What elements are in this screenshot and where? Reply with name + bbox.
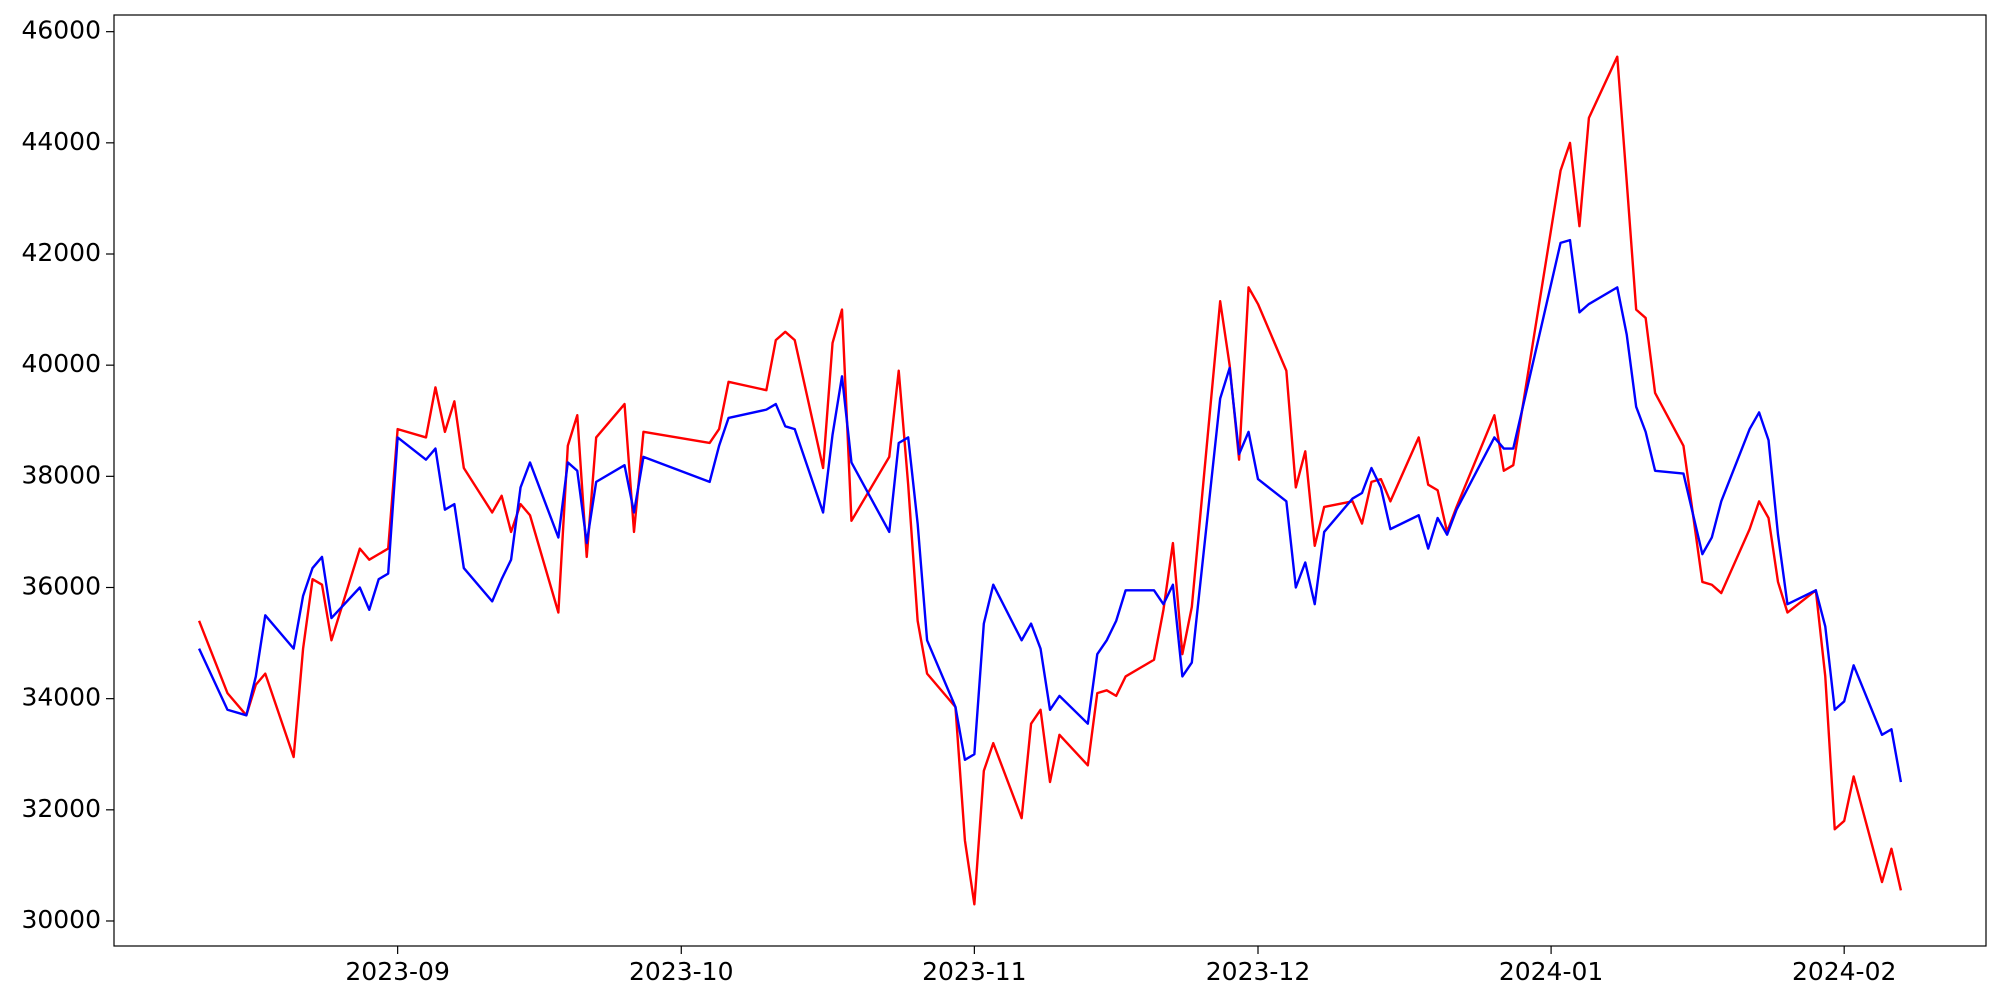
y-tick-label: 32000	[21, 794, 101, 823]
x-tick-label: 2023-11	[922, 957, 1026, 986]
y-tick-label: 44000	[21, 127, 101, 156]
y-tick-label: 40000	[21, 349, 101, 378]
y-tick-label: 42000	[21, 238, 101, 267]
series-line	[198, 238, 1903, 783]
x-tick-label: 2024-01	[1499, 957, 1603, 986]
x-tick-label: 2023-10	[629, 957, 733, 986]
y-tick-label: 46000	[21, 16, 101, 45]
plot-frame	[113, 14, 1987, 947]
y-tick-label: 30000	[21, 905, 101, 934]
series-line	[197, 55, 1903, 906]
x-tick-label: 2023-12	[1206, 957, 1310, 986]
y-tick-label: 36000	[21, 571, 101, 600]
y-tick-label: 34000	[21, 683, 101, 712]
x-tick-label: 2024-02	[1792, 957, 1896, 986]
y-tick-label: 38000	[21, 460, 101, 489]
x-tick-label: 2023-09	[345, 957, 449, 986]
